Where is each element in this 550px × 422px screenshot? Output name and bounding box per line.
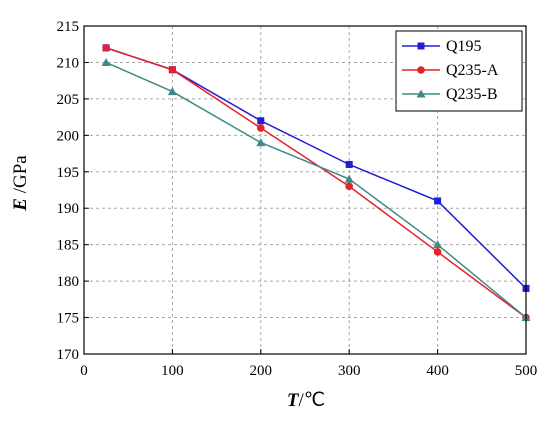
legend-label: Q195 [446,38,482,55]
y-axis-label: E /GPa [10,155,31,212]
data-point-q195 [345,160,353,168]
x-axis-unit: /℃ [298,390,325,411]
data-point-q235-b [101,57,111,66]
data-point-q235-b [433,240,443,249]
series-layer [101,44,531,322]
data-point-q235-a [168,65,177,74]
data-point-q235-a [102,44,110,52]
legend-label: Q235-A [446,62,499,79]
data-point-q235-b [256,138,266,147]
x-axis-symbol: T [287,390,300,411]
x-tick-label: 0 [80,363,88,379]
x-tick-label: 200 [250,363,273,379]
data-point-q235-a [257,124,265,132]
series-q235-b [101,57,531,322]
y-tick-label: 205 [57,92,80,108]
legend-item-q235-b: Q235-B [402,86,498,103]
y-tick-label: 185 [57,238,80,254]
y-tick-label: 190 [57,201,80,217]
data-point-q235-b [167,87,177,96]
data-point-q235-a [345,182,354,191]
data-point-q195 [434,197,442,205]
y-tick-label: 170 [57,347,80,363]
y-tick-label: 210 [57,55,80,71]
x-tick-label: 500 [515,363,538,379]
x-axis-label: T/℃ [287,390,325,411]
plot-frame [83,25,527,355]
legend: Q195 Q235-A Q235-B [395,30,523,112]
legend-item-q235-a: Q235-A [402,62,499,79]
legend-item-q195: Q195 [402,38,482,55]
legend-swatch-marker [417,42,425,50]
data-point-q235-b [344,174,354,183]
data-point-q235-a [433,248,442,256]
axis-ticks: 170 175 180 185 190 195 200 205 210 215 0 100 200 300… [57,19,538,379]
x-tick-label: 400 [426,363,449,379]
x-tick-label: 100 [161,363,184,379]
y-tick-label: 195 [57,165,80,181]
x-tick-label: 300 [338,363,361,379]
y-tick-label: 200 [57,128,80,144]
y-axis-unit: /GPa [10,155,31,198]
data-point-q195 [257,117,265,125]
legend-box [395,30,523,112]
y-tick-label: 180 [57,274,80,290]
series-line-q235-b [105,61,527,319]
legend-label: Q235-B [446,86,498,103]
legend-swatch-marker [417,66,425,74]
y-tick-label: 175 [57,311,80,327]
y-tick-label: 215 [57,19,80,35]
series-line-q235-a [105,47,527,319]
legend-swatch-marker [416,89,426,98]
y-axis-symbol: E [10,198,31,212]
